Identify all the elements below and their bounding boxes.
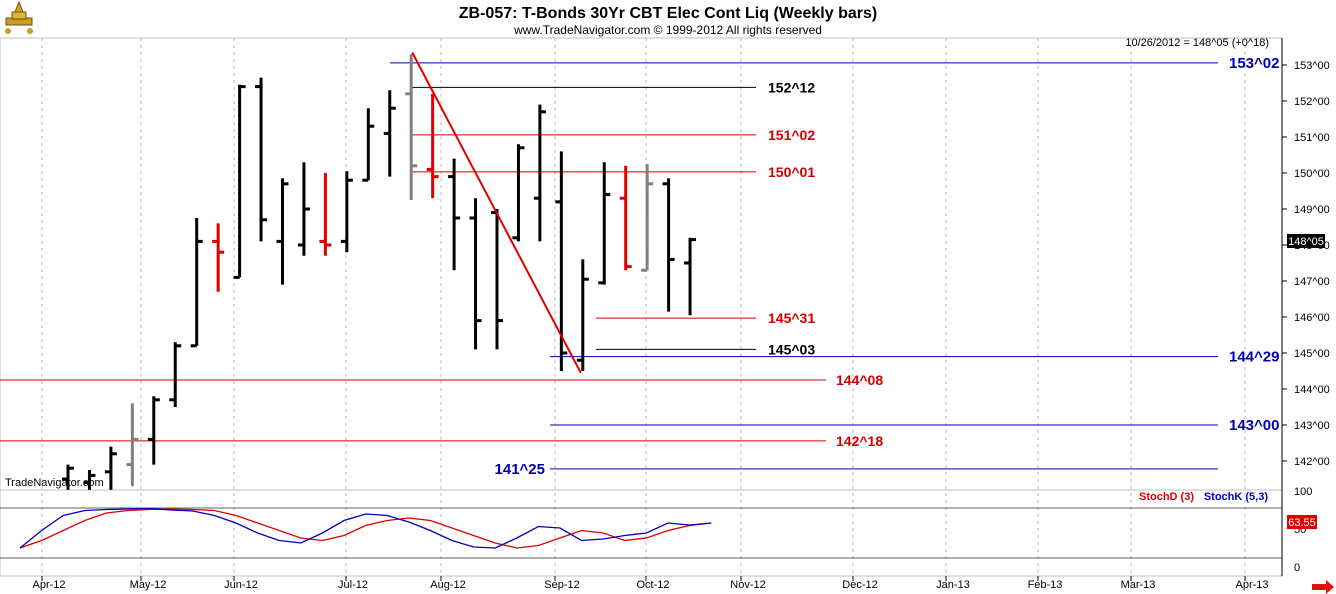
price-tick-label: 143^00 <box>1294 420 1330 432</box>
ohlc-bar <box>233 84 246 279</box>
current-price-tag: 148^05 <box>1287 234 1325 248</box>
price-tick-label: 150^00 <box>1294 168 1330 180</box>
chart-title: ZB-057: T-Bonds 30Yr CBT Elec Cont Liq (… <box>459 5 877 22</box>
date-tick-label: Feb-13 <box>1028 579 1063 591</box>
level-label-144-29: 144^29 <box>1229 349 1279 366</box>
trade-navigator-logo-icon <box>5 0 33 34</box>
ohlc-bar <box>212 223 225 292</box>
ohlc-bar <box>405 54 418 200</box>
ohlc-bar <box>641 164 654 272</box>
ohlc-bar <box>426 93 439 199</box>
ohlc-bar <box>190 218 203 348</box>
last-quote-label: 10/26/2012 = 148^05 (+0^18) <box>1125 37 1269 49</box>
ohlc-bar <box>169 342 182 407</box>
stoch-tick-label: 100 <box>1294 486 1312 498</box>
ohlc-bar <box>297 162 310 256</box>
gridlines <box>0 38 1282 576</box>
ohlc-bar <box>62 464 74 490</box>
ohlc-bar <box>598 162 611 285</box>
stoch-tick-label: 0 <box>1294 562 1300 574</box>
stoch-value-tag: 63.55 <box>1287 515 1317 529</box>
trendline-group <box>411 51 582 374</box>
watermark-text: TradeNavigator.com <box>5 477 104 489</box>
date-tick-label: Aug-12 <box>430 579 465 591</box>
stochd-legend: StochD (3) <box>1139 491 1194 503</box>
ohlc-bar <box>533 104 546 242</box>
level-label-145-31: 145^31 <box>768 310 815 326</box>
level-label-150-01: 150^01 <box>768 164 815 180</box>
ohlc-bar <box>684 237 697 316</box>
ohlc-bar <box>469 198 482 350</box>
date-tick-label: Nov-12 <box>730 579 765 591</box>
date-tick-label: Mar-13 <box>1121 579 1156 591</box>
price-tick-label: 153^00 <box>1294 60 1330 72</box>
level-label-153-02: 153^02 <box>1229 55 1279 72</box>
ohlc-bar <box>448 158 461 271</box>
current-price-label: 148^05 <box>1288 236 1324 248</box>
ohlc-bars <box>62 54 697 490</box>
date-tick-label: Jan-13 <box>936 579 970 591</box>
level-label-142-18: 142^18 <box>836 433 883 449</box>
date-tick-label: Dec-12 <box>842 579 877 591</box>
price-axis: 153^00152^00151^00150^00149^00148^00147^… <box>1281 38 1330 576</box>
price-tick-label: 142^00 <box>1294 456 1330 468</box>
ohlc-bar <box>576 259 589 371</box>
level-label-144-08: 144^08 <box>836 372 883 388</box>
date-axis: Apr-12 May-12 Jun-12 Jul-12 Aug-12 Sep-12 Oct-… <box>32 576 1269 591</box>
ohlc-bar <box>147 396 160 465</box>
date-tick-label: Oct-12 <box>636 579 669 591</box>
date-tick-label: May-12 <box>130 579 167 591</box>
date-tick-label: Jul-12 <box>338 579 368 591</box>
date-tick-label: Jun-12 <box>224 579 258 591</box>
copyright-text: www.TradeNavigator.com © 1999-2012 All r… <box>513 23 822 37</box>
ohlc-bar <box>619 165 632 271</box>
stochastic-lines <box>19 507 712 549</box>
price-tick-label: 147^00 <box>1294 276 1330 288</box>
level-label-145-03: 145^03 <box>768 341 815 357</box>
level-label-152-12: 152^12 <box>768 79 815 95</box>
ohlc-bar <box>83 470 96 490</box>
trendline <box>411 51 582 374</box>
stochd-line <box>19 508 712 549</box>
price-tick-label: 151^00 <box>1294 132 1330 144</box>
price-tick-label: 145^00 <box>1294 348 1330 360</box>
level-label-141-25: 141^25 <box>495 461 545 478</box>
date-tick-label: Apr-13 <box>1235 579 1268 591</box>
price-tick-label: 144^00 <box>1294 384 1330 396</box>
stoch-value-label: 63.55 <box>1288 517 1316 529</box>
level-label-151-02: 151^02 <box>768 127 815 143</box>
date-tick-label: Apr-12 <box>32 579 65 591</box>
date-tick-label: Sep-12 <box>544 579 579 591</box>
ohlc-bar <box>340 171 353 253</box>
ohlc-bar <box>662 178 675 312</box>
price-tick-label: 149^00 <box>1294 204 1330 216</box>
level-label-143-00: 143^00 <box>1229 417 1279 434</box>
price-tick-label: 146^00 <box>1294 312 1330 324</box>
support-resistance-levels: 153^02 152^12 151^02 150^01 145^31 145^03 144^… <box>0 55 1279 478</box>
ohlc-bar <box>512 144 525 242</box>
ohlc-bar <box>362 108 375 182</box>
ohlc-bar <box>126 403 139 487</box>
ohlc-bar <box>319 173 332 256</box>
ohlc-bar <box>104 446 117 490</box>
ohlc-bar <box>255 77 268 242</box>
price-tick-label: 152^00 <box>1294 96 1330 108</box>
stochk-line <box>19 507 712 549</box>
scroll-right-arrow-icon[interactable] <box>1312 580 1334 594</box>
stochk-legend: StochK (5,3) <box>1204 491 1269 503</box>
ohlc-bar <box>383 90 396 177</box>
ohlc-bar <box>276 178 289 285</box>
